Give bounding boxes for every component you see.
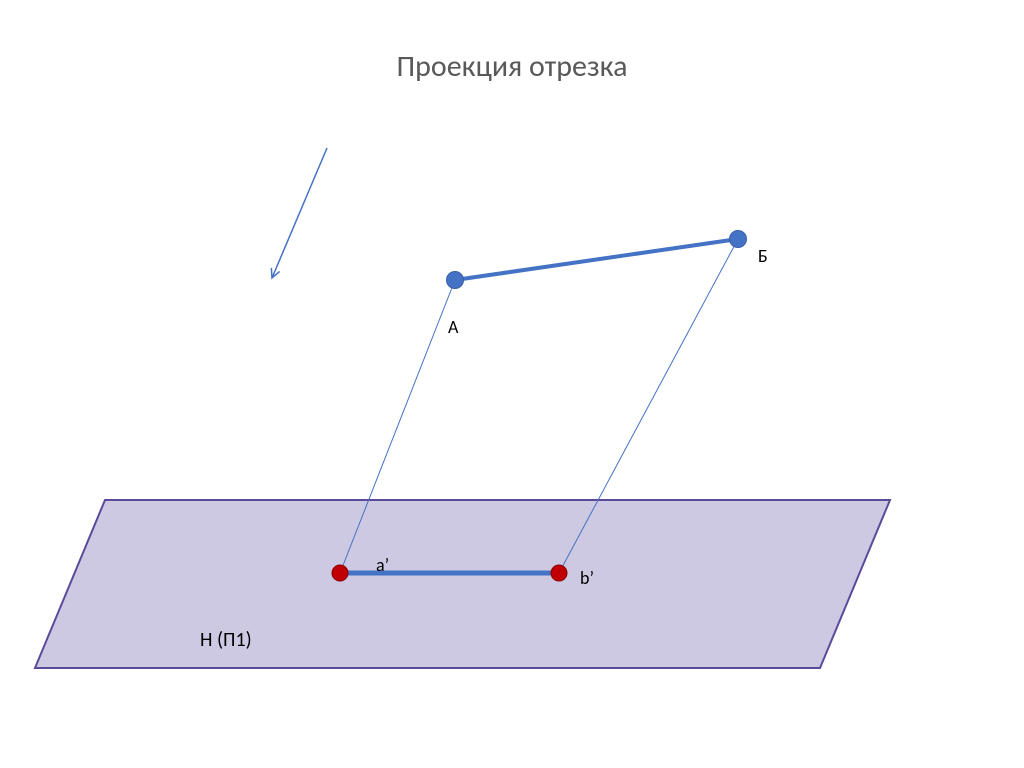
- point-b-prime: [551, 565, 567, 581]
- arrow-shaft: [272, 148, 327, 278]
- projection-diagram: [0, 0, 1024, 768]
- point-B: [730, 231, 747, 248]
- point-A: [447, 272, 464, 289]
- label-B: Б: [758, 245, 768, 267]
- segment-AB: [455, 239, 738, 280]
- plane-h: [35, 500, 890, 668]
- label-plane: Н (П1): [200, 628, 252, 652]
- direction-arrow: [271, 148, 327, 278]
- label-b-prime: b’: [580, 567, 594, 589]
- label-a-prime: a’: [376, 554, 389, 576]
- label-A: А: [448, 316, 458, 338]
- point-a-prime: [332, 565, 348, 581]
